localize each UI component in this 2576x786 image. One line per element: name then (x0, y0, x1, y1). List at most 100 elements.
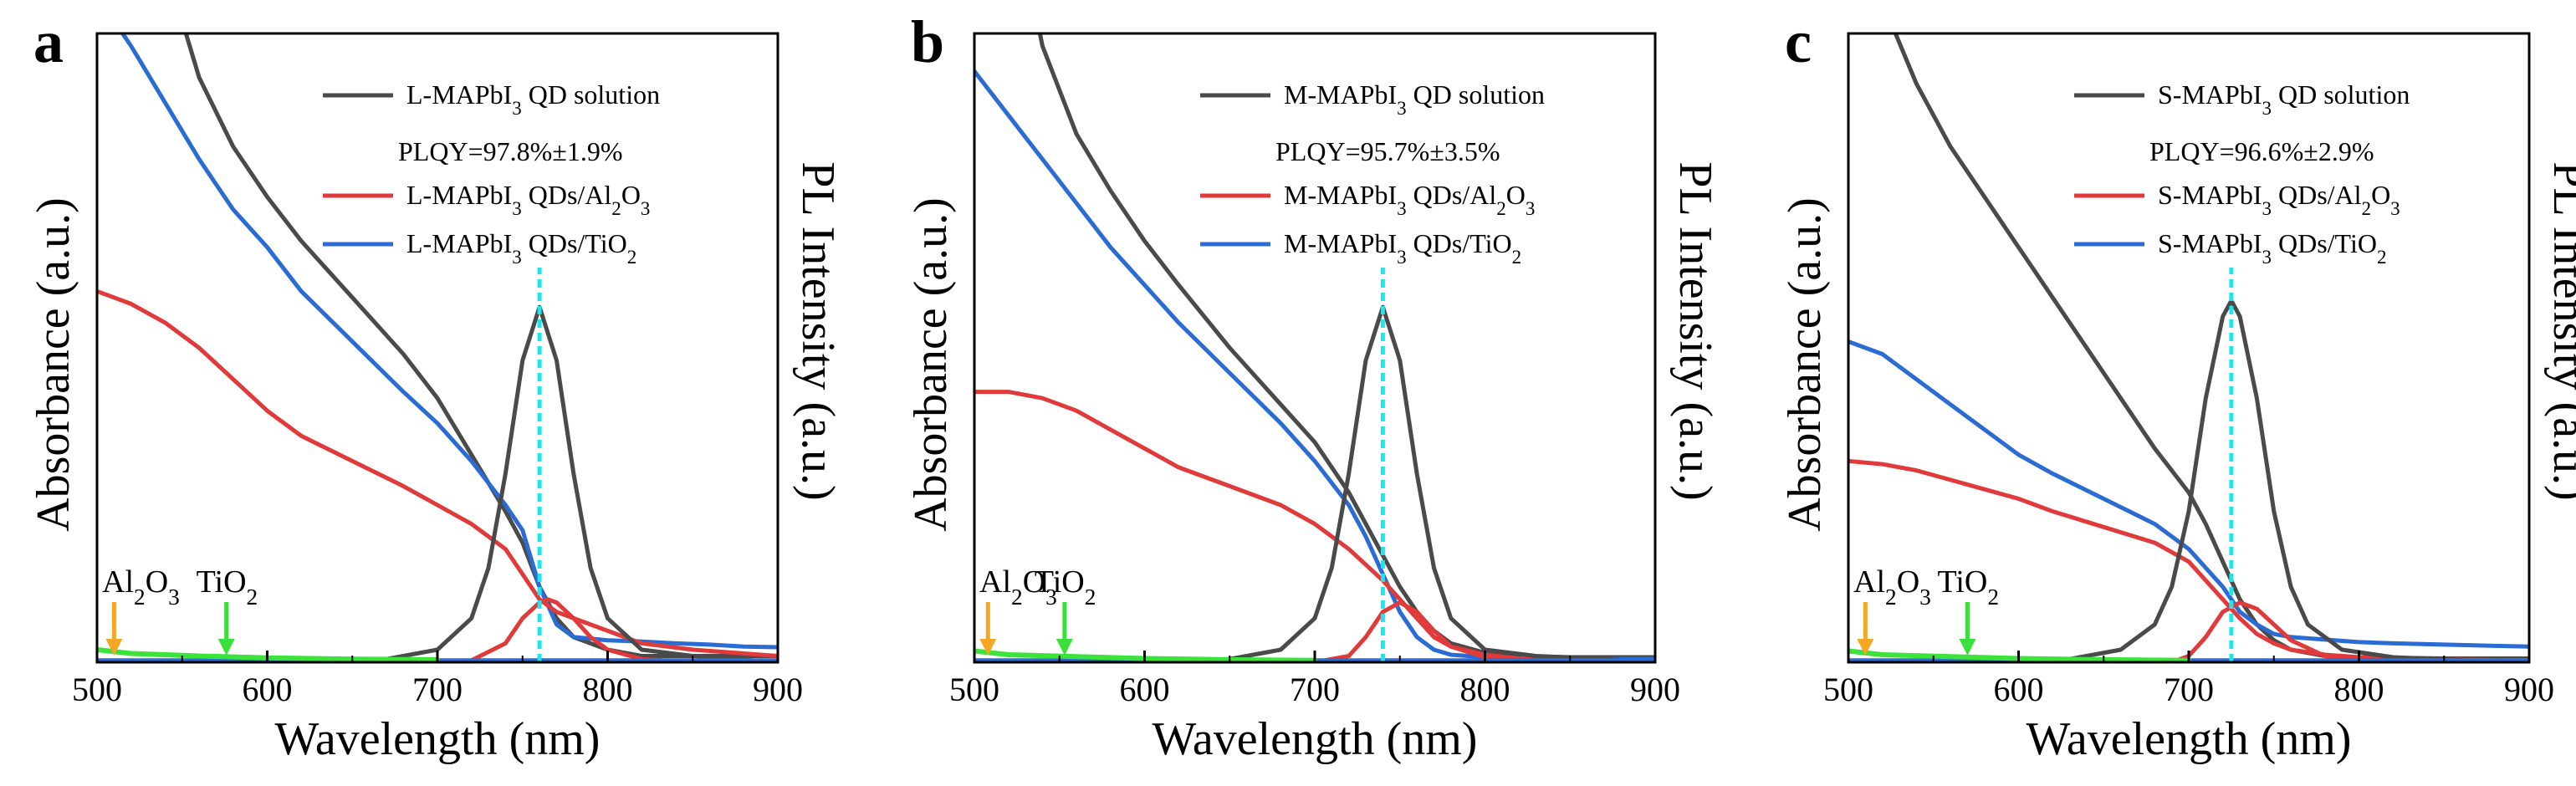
x-tick-label: 700 (412, 671, 463, 708)
subscript: 3 (512, 197, 522, 219)
legend-label-solution: S-MAPbI3 QD solution (2158, 79, 2410, 119)
marker-arrow-head-al2o3 (1857, 639, 1874, 656)
text-span: QDs/Al (522, 180, 612, 210)
marker-label-tio2: TiO2 (197, 564, 258, 610)
legend-label-tio2: L-MAPbI3 QDs/TiO2 (406, 228, 636, 268)
y-axis-title-right: PL Intensity (a.u.) (1669, 161, 1721, 500)
subscript: 3 (168, 584, 180, 610)
x-tick-label: 800 (583, 671, 633, 708)
marker-label-al2o3: Al2O3 (979, 564, 1057, 610)
x-axis-title: Wavelength (nm) (1153, 713, 1478, 765)
text-span: Al (1853, 564, 1885, 600)
legend-label-tio2: M-MAPbI3 QDs/TiO2 (1284, 228, 1521, 268)
text-span: O (146, 564, 168, 600)
text-span: QD solution (522, 79, 660, 110)
series-line-substrate-baseline (1848, 648, 2191, 662)
subscript: 2 (1885, 584, 1897, 610)
text-span: QDs/TiO (1407, 228, 1512, 258)
x-tick-label: 600 (1994, 671, 2044, 708)
subscript: 2 (247, 584, 258, 610)
legend-plqy: PLQY=97.8%±1.9% (398, 136, 622, 166)
y-axis-title-left: Absorbance (a.u.) (905, 197, 957, 532)
x-tick-label: 700 (2164, 671, 2214, 708)
legend-label-al2o3: S-MAPbI3 QDs/Al2O3 (2158, 180, 2400, 219)
text-span: O (2371, 180, 2390, 210)
subscript: 2 (1987, 584, 1999, 610)
panel-c: c 500 600 700 800 900 Wavelength (nm) Absorbanc… (1779, 8, 2576, 765)
marker-label-tio2: TiO2 (1035, 564, 1096, 610)
subscript: 3 (1397, 246, 1407, 268)
x-axis-title: Wavelength (nm) (2027, 713, 2352, 765)
legend-label-al2o3: L-MAPbI3 QDs/Al2O3 (406, 180, 650, 219)
subscript: 2 (134, 584, 146, 610)
subscript: 3 (1526, 197, 1536, 219)
subscript: 3 (641, 197, 651, 219)
x-tick-label: 600 (243, 671, 293, 708)
text-span: QDs/Al (2272, 180, 2362, 210)
subscript: 3 (512, 246, 522, 268)
panel-a: a 500 600 700 800 900 Wavelength (nm) Absorbanc… (28, 8, 844, 765)
series-line-al2o3-pl (974, 600, 1655, 662)
y-axis-title-left: Absorbance (a.u.) (28, 197, 79, 532)
series-line-tio2-absorbance (1848, 339, 2529, 649)
text-span: M-MAPbI (1284, 180, 1397, 210)
panel-b: b 500 600 700 800 900 Wavelength (nm) Absorbanc… (905, 8, 1721, 765)
series-group (974, 33, 1655, 662)
panel-letter: b (911, 8, 944, 75)
text-span: O (1897, 564, 1919, 600)
series-line-solution-pl (974, 304, 1655, 662)
legend-label-al2o3: M-MAPbI3 QDs/Al2O3 (1284, 180, 1535, 219)
marker-label-al2o3: Al2O3 (1853, 564, 1931, 610)
text-span: TiO (1035, 564, 1085, 600)
series-line-solution-pl (97, 304, 778, 662)
series-line-al2o3-pl (97, 597, 778, 662)
series-line-tio2-absorbance (974, 69, 1655, 661)
marker-arrow-head-tio2 (1055, 639, 1073, 656)
subscript: 3 (2262, 246, 2272, 268)
series-line-al2o3-absorbance (97, 288, 778, 658)
series-line-substrate-baseline (974, 648, 1317, 662)
x-tick-label: 600 (1120, 671, 1170, 708)
subscript: 3 (1397, 197, 1407, 219)
marker-arrow-head-tio2 (1959, 639, 1976, 656)
panel-letter: a (33, 8, 64, 75)
x-tick-label: 900 (1630, 671, 1680, 708)
x-tick-label: 700 (1290, 671, 1340, 708)
legend-label-solution: M-MAPbI3 QD solution (1284, 79, 1545, 119)
subscript: 2 (611, 197, 621, 219)
legend-label-solution: L-MAPbI3 QD solution (406, 79, 660, 119)
subscript: 3 (2262, 97, 2272, 119)
text-span: O (1506, 180, 1526, 210)
marker-arrow-head-tio2 (217, 639, 235, 656)
x-tick-label: 900 (753, 671, 803, 708)
text-span: L-MAPbI (406, 79, 512, 110)
text-span: Al (102, 564, 134, 600)
subscript: 3 (512, 97, 522, 119)
series-line-tio2-absorbance (120, 33, 778, 650)
legend-plqy: PLQY=96.6%±2.9% (2149, 136, 2374, 166)
panel-letter: c (1785, 8, 1812, 75)
subscript: 3 (1045, 584, 1057, 610)
series-line-solution-pl (1848, 299, 2529, 662)
text-span: QD solution (1407, 79, 1545, 110)
subscript: 2 (627, 246, 637, 268)
subscript: 2 (1011, 584, 1023, 610)
marker-label-al2o3: Al2O3 (102, 564, 180, 610)
text-span: QDs/Al (1407, 180, 1497, 210)
x-axis-title: Wavelength (nm) (275, 713, 601, 765)
subscript: 3 (2262, 197, 2272, 219)
text-span: Al (979, 564, 1011, 600)
x-tick-label: 500 (72, 671, 122, 708)
y-axis-title-right: PL Intensity (a.u.) (792, 161, 844, 500)
x-tick-label: 500 (949, 671, 999, 708)
text-span: M-MAPbI (1284, 79, 1397, 110)
subscript: 2 (1512, 246, 1522, 268)
text-span: L-MAPbI (406, 228, 512, 258)
y-axis-title-left: Absorbance (a.u.) (1779, 197, 1831, 532)
text-span: QDs/TiO (2272, 228, 2377, 258)
x-tick-label: 500 (1823, 671, 1873, 708)
